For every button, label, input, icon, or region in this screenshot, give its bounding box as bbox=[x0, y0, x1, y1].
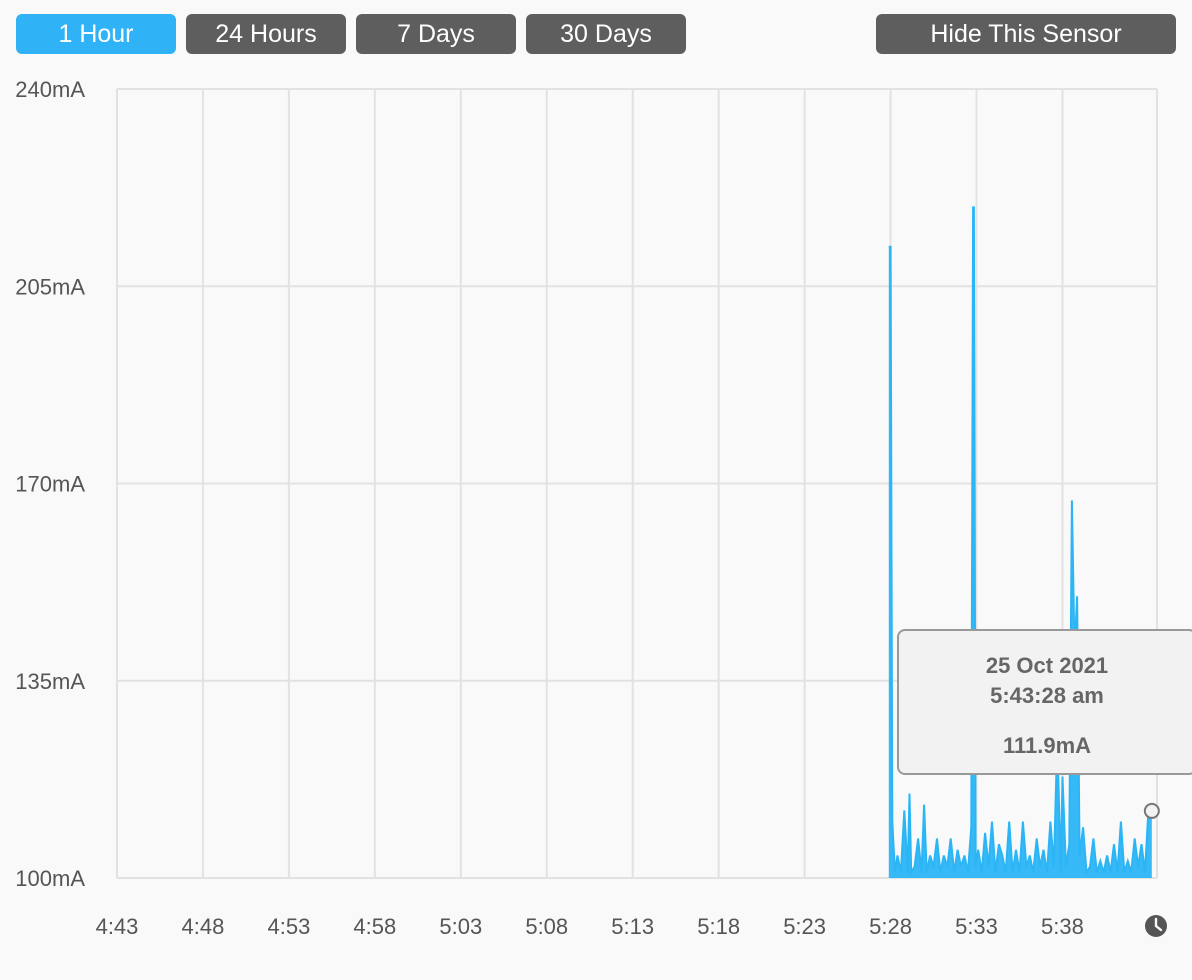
clock-icon[interactable] bbox=[1145, 915, 1167, 937]
series-line bbox=[888, 206, 1152, 876]
series-area bbox=[888, 207, 1152, 878]
x-tick-label: 5:33 bbox=[955, 914, 998, 939]
x-tick-label: 4:43 bbox=[96, 914, 139, 939]
x-tick-label: 5:03 bbox=[439, 914, 482, 939]
y-tick-label: 170mA bbox=[15, 472, 85, 497]
x-tick-label: 5:23 bbox=[783, 914, 826, 939]
chart-axis-labels: 240mA 205mA 170mA 135mA 100mA 4:43 4:48 4:53 4:5… bbox=[15, 77, 1084, 939]
tooltip-value: 111.9mA bbox=[1002, 733, 1092, 758]
y-tick-label: 240mA bbox=[15, 77, 85, 102]
y-tick-label: 100mA bbox=[15, 866, 85, 891]
range-button-7-days[interactable]: 7 Days bbox=[356, 14, 516, 54]
data-tooltip: 25 Oct 2021 5:43:28 am 111.9mA bbox=[897, 629, 1192, 775]
y-tick-label: 205mA bbox=[15, 274, 85, 299]
range-button-30-days[interactable]: 30 Days bbox=[526, 14, 686, 54]
hover-point-marker bbox=[1143, 802, 1160, 819]
x-tick-label: 5:38 bbox=[1041, 914, 1084, 939]
x-tick-label: 5:28 bbox=[869, 914, 912, 939]
range-button-24-hours[interactable]: 24 Hours bbox=[186, 14, 346, 54]
x-tick-label: 4:48 bbox=[182, 914, 225, 939]
chart-series bbox=[888, 206, 1152, 878]
tooltip-date: 25 Oct 2021 bbox=[985, 653, 1109, 678]
y-tick-label: 135mA bbox=[15, 669, 85, 694]
hide-sensor-button[interactable]: Hide This Sensor bbox=[876, 14, 1176, 54]
range-button-1-hour[interactable]: 1 Hour bbox=[16, 14, 176, 54]
chart-markers bbox=[1143, 802, 1160, 819]
x-tick-label: 5:18 bbox=[697, 914, 740, 939]
x-tick-label: 4:53 bbox=[267, 914, 310, 939]
x-tick-label: 5:08 bbox=[525, 914, 568, 939]
x-tick-label: 4:58 bbox=[353, 914, 396, 939]
x-tick-label: 5:13 bbox=[611, 914, 654, 939]
tooltip-time: 5:43:28 am bbox=[990, 683, 1104, 708]
